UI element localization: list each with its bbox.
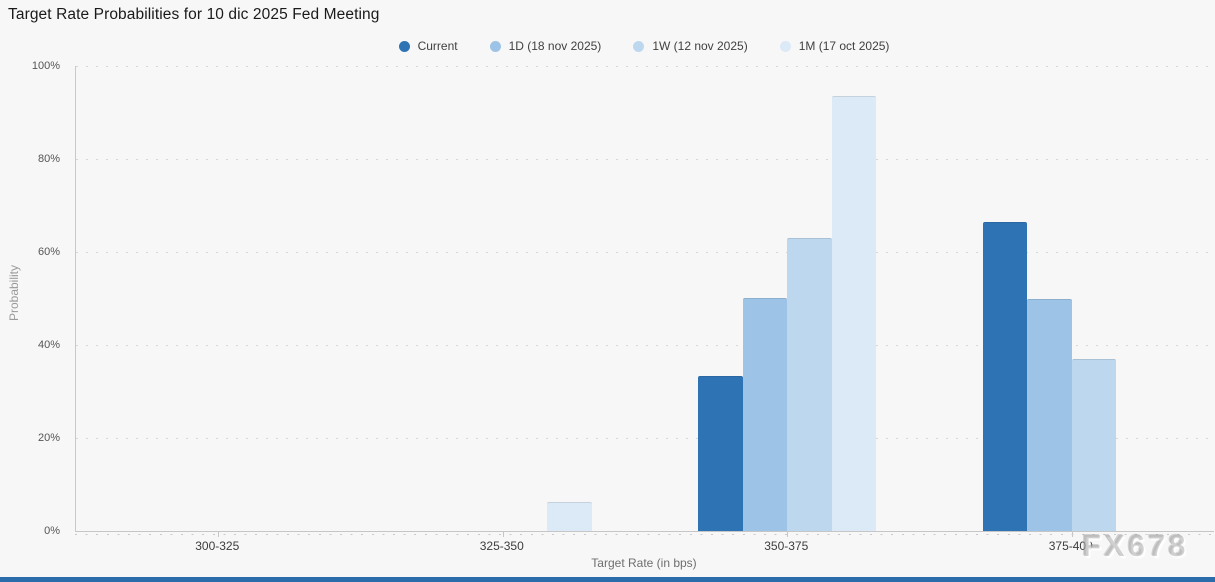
x-tick-label-325-350: 325-350 bbox=[479, 539, 524, 553]
x-tick-label-300-325: 300-325 bbox=[195, 539, 240, 553]
gridline-40% bbox=[76, 345, 1214, 346]
y-tick-label-100%: 100% bbox=[31, 60, 60, 72]
bar-1m-350-375[interactable] bbox=[831, 96, 877, 531]
legend-marker-icon bbox=[633, 40, 645, 52]
plot-area bbox=[75, 66, 1214, 537]
fx678-watermark: FX678 bbox=[1082, 528, 1189, 563]
bar-1d-375-400[interactable] bbox=[1027, 299, 1072, 531]
x-tick-label-375-400: 375-400 bbox=[1048, 539, 1093, 553]
bar-1w-350-375[interactable] bbox=[787, 238, 832, 531]
x-tick-label-350-375: 350-375 bbox=[764, 539, 809, 553]
gridline-100% bbox=[76, 66, 1214, 67]
bar-1w-375-400[interactable] bbox=[1071, 359, 1117, 531]
y-tick-label-20%: 20% bbox=[37, 432, 60, 444]
bar-current-350-375[interactable] bbox=[698, 375, 743, 531]
gridline-60% bbox=[76, 252, 1214, 253]
y-tick-label-40%: 40% bbox=[37, 339, 60, 351]
y-axis-tick-labels: 0% 20% 40% 60% 80% 100% bbox=[0, 60, 68, 537]
x-axis-minor-ticks bbox=[75, 534, 1213, 535]
gridline-20% bbox=[76, 438, 1214, 439]
bar-1d-350-375[interactable] bbox=[742, 298, 788, 531]
chart-legend: Current 1D (18 nov 2025) 1W (12 nov 2025) 1… bbox=[75, 36, 1213, 56]
legend-item-1d-18-nov-2025[interactable]: 1D (18 nov 2025) bbox=[489, 39, 602, 53]
x-axis-title: Target Rate (in bps) bbox=[591, 556, 697, 570]
legend-label: 1D (18 nov 2025) bbox=[508, 39, 602, 53]
chart-title: Target Rate Probabilities for 10 dic 202… bbox=[8, 6, 380, 23]
bottom-blue-strip bbox=[0, 577, 1215, 582]
legend-label: Current bbox=[417, 39, 458, 53]
bar-1m-325-350[interactable] bbox=[547, 502, 592, 531]
legend-item-current[interactable]: Current bbox=[398, 39, 458, 53]
legend-item-1m-17-oct-2025[interactable]: 1M (17 oct 2025) bbox=[779, 39, 890, 53]
y-tick-label-80%: 80% bbox=[37, 153, 60, 165]
legend-label: 1W (12 nov 2025) bbox=[652, 39, 748, 53]
legend-marker-icon bbox=[779, 40, 791, 52]
x-axis-tick-labels: 300-325 325-350 350-375 375-400 bbox=[75, 539, 1213, 555]
y-tick-label-60%: 60% bbox=[37, 246, 60, 258]
legend-marker-icon bbox=[489, 40, 501, 52]
bar-current-375-400[interactable] bbox=[982, 222, 1028, 531]
y-tick-label-0%: 0% bbox=[44, 525, 60, 537]
legend-item-1w-12-nov-2025[interactable]: 1W (12 nov 2025) bbox=[633, 39, 748, 53]
gridline-80% bbox=[76, 159, 1214, 160]
legend-marker-icon bbox=[398, 40, 410, 52]
legend-label: 1M (17 oct 2025) bbox=[798, 39, 890, 53]
